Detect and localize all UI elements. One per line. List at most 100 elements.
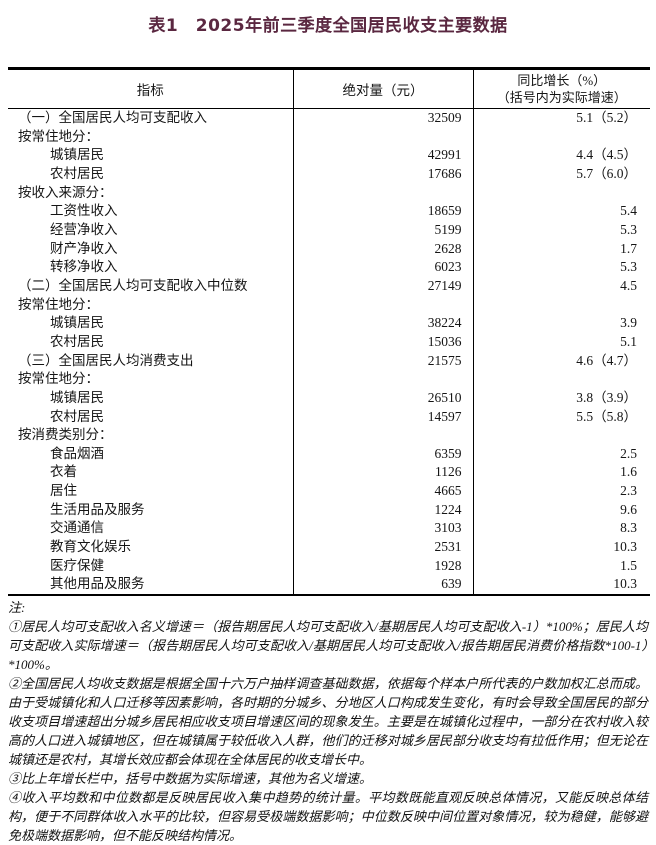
note-item: ④收入平均数和中位数都是反映居民收入集中趋势的统计量。平均数既能直观反映总体情况…	[8, 790, 648, 844]
row-indicator-label: 财产净收入	[50, 240, 118, 256]
table-row: 生活用品及服务 1224 9.6	[8, 500, 650, 520]
row-indicator-label: 教育文化娱乐	[50, 539, 131, 555]
row-indicator-label: 城镇居民	[50, 147, 104, 163]
row-indicator-label: （二）全国居民人均可支配收入中位数	[18, 277, 248, 293]
row-indicator-label: 城镇居民	[50, 389, 104, 405]
col-header-growth-line2: （括号内为实际增速）	[496, 90, 627, 105]
row-growth-value: 8.3	[472, 519, 650, 539]
row-indicator-label: 衣着	[50, 464, 77, 480]
row-growth-value: 5.3	[472, 258, 650, 277]
row-growth-value: 4.5	[472, 276, 650, 296]
row-absolute-value: 1928	[292, 556, 473, 576]
row-growth-value: 4.4（4.5）	[472, 146, 650, 165]
row-absolute-value	[292, 127, 473, 147]
table-title: 表1 2025年前三季度全国居民收支主要数据	[148, 16, 508, 36]
row-absolute-value: 38224	[292, 314, 473, 333]
table-row: 城镇居民 38224 3.9	[8, 314, 650, 333]
row-indicator-label: 按收入来源分：	[18, 184, 113, 200]
table-row: （一）全国居民人均可支配收入 32509 5.1（5.2）	[8, 108, 650, 128]
row-growth-value: 1.5	[472, 556, 650, 576]
row-growth-value: 5.1	[472, 332, 650, 352]
table-row: 居住 4665 2.3	[8, 482, 650, 501]
table-row: 按常住地分：	[8, 127, 650, 147]
row-growth-value: 10.3	[472, 538, 650, 557]
row-absolute-value: 26510	[292, 388, 473, 408]
row-absolute-value: 42991	[292, 146, 473, 165]
row-absolute-value: 5199	[292, 220, 473, 240]
row-absolute-value	[292, 295, 473, 315]
table-row: 交通通信 3103 8.3	[8, 519, 650, 539]
row-indicator-label: 生活用品及服务	[50, 501, 145, 517]
row-growth-value: 1.6	[472, 463, 650, 483]
notes-section: 注: ①居民人均可支配收入名义增速＝（报告期居民人均可支配收入/基期居民人均可支…	[8, 599, 648, 845]
row-indicator-label: 转移净收入	[50, 259, 118, 275]
notes-list: ①居民人均可支配收入名义增速＝（报告期居民人均可支配收入/基期居民人均可支配收入…	[8, 617, 648, 845]
row-indicator-label: 城镇居民	[50, 315, 104, 331]
row-absolute-value: 4665	[292, 482, 473, 501]
table-row: 其他用品及服务 639 10.3	[8, 575, 650, 596]
note-item: ②全国居民人均收支数据是根据全国十六万户抽样调查基础数据，依据每个样本户所代表的…	[8, 676, 648, 768]
col-header-absolute: 绝对量（元）	[292, 68, 473, 109]
row-growth-value: 3.9	[472, 314, 650, 333]
table-row: 食品烟酒 6359 2.5	[8, 444, 650, 464]
table-row: 按消费类别分：	[8, 426, 650, 445]
table-row: 城镇居民 26510 3.8（3.9）	[8, 388, 650, 408]
row-growth-value: 2.3	[472, 482, 650, 501]
table-row: 衣着 1126 1.6	[8, 463, 650, 483]
row-absolute-value: 639	[292, 575, 473, 596]
row-growth-value	[472, 426, 650, 445]
row-indicator-label: 农村居民	[50, 165, 104, 181]
table-row: 工资性收入 18659 5.4	[8, 202, 650, 221]
row-indicator-label: 工资性收入	[50, 203, 118, 219]
row-absolute-value	[292, 183, 473, 203]
row-indicator-label: 农村居民	[50, 333, 104, 349]
header-row: 指标 绝对量（元） 同比增长（%） （括号内为实际增速）	[8, 68, 650, 109]
table-row: （二）全国居民人均可支配收入中位数 27149 4.5	[8, 276, 650, 296]
col-header-growth-line1: 同比增长（%）	[517, 73, 607, 88]
table-row: 转移净收入 6023 5.3	[8, 258, 650, 277]
table-row: 农村居民 14597 5.5（5.8）	[8, 407, 650, 427]
row-absolute-value: 6023	[292, 258, 473, 277]
row-absolute-value: 27149	[292, 276, 473, 296]
row-indicator-label: （三）全国居民人均消费支出	[18, 352, 194, 368]
row-indicator-label: 按消费类别分：	[18, 427, 113, 443]
table-row: （三）全国居民人均消费支出 21575 4.6（4.7）	[8, 351, 650, 371]
table-row: 医疗保健 1928 1.5	[8, 556, 650, 576]
row-growth-value: 4.6（4.7）	[472, 351, 650, 371]
col-header-growth: 同比增长（%） （括号内为实际增速）	[472, 68, 650, 109]
row-growth-value: 5.4	[472, 202, 650, 221]
row-growth-value: 5.7（6.0）	[472, 164, 650, 184]
row-growth-value: 1.7	[472, 239, 650, 259]
row-absolute-value: 2628	[292, 239, 473, 259]
row-growth-value	[472, 295, 650, 315]
row-indicator-label: 按常住地分：	[18, 128, 99, 144]
row-indicator-label: 经营净收入	[50, 221, 118, 237]
table-row: 按常住地分：	[8, 295, 650, 315]
table-row: 经营净收入 5199 5.3	[8, 220, 650, 240]
row-absolute-value	[292, 426, 473, 445]
row-absolute-value: 6359	[292, 444, 473, 464]
table-row: 按常住地分：	[8, 370, 650, 389]
row-growth-value: 5.3	[472, 220, 650, 240]
table-row: 农村居民 17686 5.7（6.0）	[8, 164, 650, 184]
row-growth-value: 10.3	[472, 575, 650, 596]
table-row: 按收入来源分：	[8, 183, 650, 203]
table-row: 教育文化娱乐 2531 10.3	[8, 538, 650, 557]
table-row: 财产净收入 2628 1.7	[8, 239, 650, 259]
row-absolute-value: 1126	[292, 463, 473, 483]
notes-label: 注:	[8, 600, 26, 616]
income-expenditure-table: 指标 绝对量（元） 同比增长（%） （括号内为实际增速） （一）全国居民人均可支…	[8, 67, 650, 597]
row-growth-value	[472, 127, 650, 147]
row-absolute-value: 17686	[292, 164, 473, 184]
row-indicator-label: 按常住地分：	[18, 371, 99, 387]
note-item: ①居民人均可支配收入名义增速＝（报告期居民人均可支配收入/基期居民人均可支配收入…	[8, 619, 648, 673]
table-row: 城镇居民 42991 4.4（4.5）	[8, 146, 650, 165]
note-item: ③比上年增长栏中，括号中数据为实际增速，其他为名义增速。	[8, 771, 373, 787]
row-absolute-value: 18659	[292, 202, 473, 221]
row-indicator-label: 农村居民	[50, 408, 104, 424]
table-row: 农村居民 15036 5.1	[8, 332, 650, 352]
row-absolute-value: 2531	[292, 538, 473, 557]
row-indicator-label: 食品烟酒	[50, 445, 104, 461]
row-indicator-label: 居住	[50, 483, 77, 499]
row-growth-value	[472, 370, 650, 389]
